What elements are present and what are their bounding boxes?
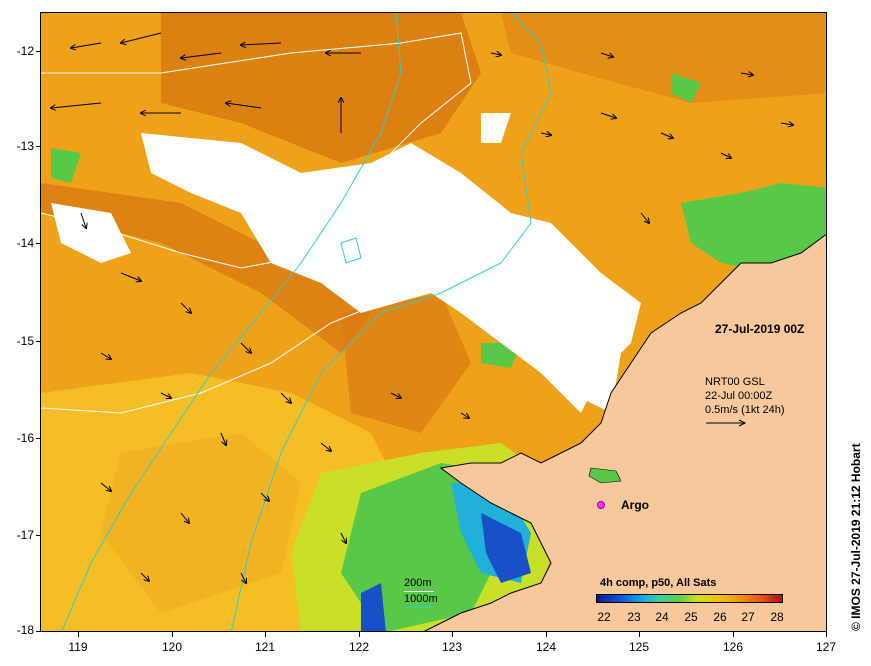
lat-tick-label: -17 [16, 528, 34, 542]
colorbar-tick-label: 22 [597, 610, 611, 624]
sst-hot-patch [501, 13, 826, 103]
vector-scale-arrow-icon [706, 419, 747, 427]
cloud-mask [481, 113, 511, 143]
lon-tick-label: 122 [348, 640, 370, 654]
vector-scale-label: 0.5m/s (1kt 24h) [705, 404, 785, 416]
contour-1000m [340, 237, 362, 264]
sst-green-patch [681, 183, 826, 273]
lat-tick-label: -12 [16, 44, 34, 58]
sst-blue-zone [361, 583, 386, 631]
lat-tickmark [36, 341, 41, 342]
lat-tickmark [36, 438, 41, 439]
lon-tickmark [172, 632, 173, 637]
lon-tickmark [826, 632, 827, 637]
lat-tick-label: -15 [16, 334, 34, 348]
depth-legend: 200m 1000m [404, 576, 438, 608]
sst-green-patch [51, 148, 81, 183]
lon-tick-label: 125 [628, 640, 650, 654]
lon-tick-label: 124 [535, 640, 557, 654]
date-label: 27-Jul-2019 00Z [715, 322, 805, 336]
colorbar-tick-label: 27 [741, 610, 755, 624]
lon-tick-label: 123 [441, 640, 463, 654]
credit-label: © IMOS 27-Jul-2019 21:12 Hobart [849, 443, 863, 631]
current-vectors [51, 32, 793, 583]
cloud-mask [51, 203, 131, 263]
lon-tickmark [265, 632, 266, 637]
lon-tick-label: 126 [722, 640, 744, 654]
colorbar-title: 4h comp, p50, All Sats [600, 577, 717, 589]
lat-tick-label: -18 [16, 623, 34, 637]
lat-tickmark [36, 146, 41, 147]
argo-label: Argo [621, 498, 649, 512]
sst-mild-band [101, 433, 301, 613]
coastline [423, 233, 826, 631]
depth-legend-200m-line [404, 591, 434, 592]
sst-map-graphic [41, 13, 826, 631]
colorbar-tick-label: 28 [770, 610, 784, 624]
depth-legend-1000m-line [404, 607, 434, 608]
lat-tickmark [36, 631, 41, 632]
sst-green-patch [671, 73, 701, 103]
land-mass [425, 234, 826, 631]
lat-tick-label: -16 [16, 431, 34, 445]
lat-tickmark [36, 51, 41, 52]
sst-blue-zone [481, 513, 531, 583]
lon-tickmark [546, 632, 547, 637]
cloud-mask [141, 133, 641, 413]
lon-tick-label: 119 [68, 640, 88, 654]
colorbar-tick-label: 24 [655, 610, 669, 624]
colorbar-tick-label: 26 [713, 610, 727, 624]
colorbar [596, 594, 783, 603]
sst-hot-patch [341, 293, 471, 433]
contour-200m [41, 32, 472, 269]
lat-tickmark [36, 535, 41, 536]
contour-1000m [230, 13, 552, 631]
lon-tick-label: 120 [161, 640, 183, 654]
model-name: NRT00 GSL [705, 376, 765, 388]
lon-tickmark [733, 632, 734, 637]
depth-legend-1000m-label: 1000m [404, 593, 438, 605]
lon-tickmark [78, 632, 79, 637]
lat-tick-label: -14 [16, 236, 34, 250]
model-info: NRT00 GSL 22-Jul 00:00Z 0.5m/s (1kt 24h) [705, 375, 784, 427]
sst-hot-patch [161, 13, 481, 163]
lon-tickmark [452, 632, 453, 637]
lat-tickmark [36, 243, 41, 244]
argo-marker-icon[interactable] [597, 501, 605, 509]
lat-tick-label: -13 [16, 139, 34, 153]
model-time: 22-Jul 00:00Z [705, 390, 773, 402]
contour-1000m [61, 13, 402, 631]
cloud-mask [561, 353, 621, 413]
contour-200m [41, 282, 422, 414]
depth-legend-200m-label: 200m [404, 577, 432, 589]
lon-tick-label: 121 [254, 640, 276, 654]
sst-hot-patch [41, 183, 371, 353]
lon-tick-label: 127 [815, 640, 837, 654]
colorbar-tick-label: 25 [684, 610, 698, 624]
lon-tickmark [359, 632, 360, 637]
island [588, 467, 622, 484]
colorbar-tick-label: 23 [627, 610, 641, 624]
lon-tickmark [639, 632, 640, 637]
sst-map[interactable] [40, 12, 827, 632]
